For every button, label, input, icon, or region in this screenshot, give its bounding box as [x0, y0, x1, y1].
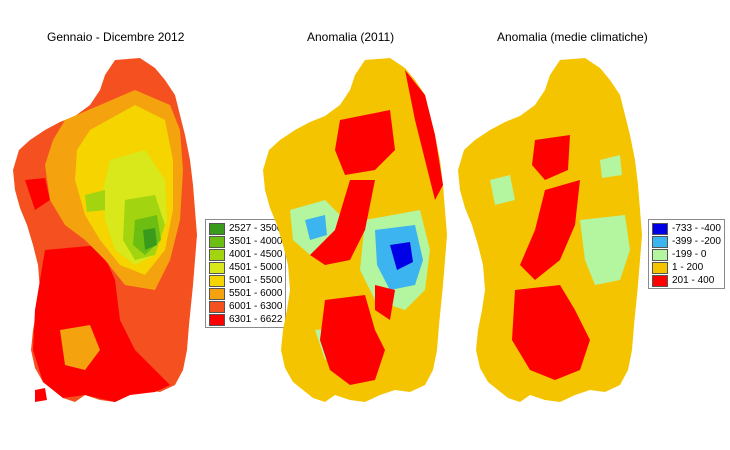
island-sw	[35, 388, 47, 402]
legend-anomaly: -733 - -400 -399 - -200 -199 - 0 1 - 200 201…	[648, 219, 725, 289]
legend-label: -733 - -400	[672, 223, 721, 234]
legend-item: 201 - 400	[652, 274, 721, 287]
legend-label: 5001 - 5500	[229, 275, 283, 286]
legend-swatch	[652, 261, 668, 274]
legend-label: 5501 - 6000	[229, 288, 283, 299]
legend-swatch	[652, 222, 668, 235]
legend-irradiance: 2527 - 3500 3501 - 4000 4001 - 4500 4501 - …	[205, 219, 287, 328]
legend-item: 2527 - 3500	[209, 222, 282, 235]
legend-swatch	[209, 300, 225, 313]
legend-label: 1 - 200	[672, 262, 704, 273]
legend-label: 3501 - 4000	[229, 236, 283, 247]
legend-label: 4501 - 5000	[229, 262, 283, 273]
map-irradiance-2012	[13, 58, 197, 402]
legend-item: 3501 - 4000	[209, 235, 282, 248]
legend-label: -199 - 0	[672, 249, 707, 260]
zone-minus199-0	[490, 155, 630, 285]
legend-item: -199 - 0	[652, 248, 721, 261]
zone-south-highlands	[60, 325, 100, 370]
legend-swatch	[209, 313, 225, 326]
legend-label: 201 - 400	[672, 275, 715, 286]
legend-swatch	[652, 235, 668, 248]
panel-title-3: Anomalia (medie climatiche)	[497, 30, 648, 44]
legend-label: -399 - -200	[672, 236, 721, 247]
map-anomaly-climatic	[458, 58, 642, 402]
legend-swatch	[209, 235, 225, 248]
legend-item: 5001 - 5500	[209, 274, 282, 287]
legend-label: 2527 - 3500	[229, 223, 283, 234]
legend-item: 4001 - 4500	[209, 248, 282, 261]
legend-item: -399 - -200	[652, 235, 721, 248]
legend-item: 5501 - 6000	[209, 287, 282, 300]
legend-swatch	[209, 248, 225, 261]
legend-swatch	[209, 287, 225, 300]
legend-swatch	[209, 261, 225, 274]
legend-item: 6301 - 6622	[209, 313, 282, 326]
zone-minus733-minus400	[390, 242, 413, 270]
legend-label: 6001 - 6300	[229, 301, 283, 312]
legend-item: -733 - -400	[652, 222, 721, 235]
legend-label: 4001 - 4500	[229, 249, 283, 260]
panel-title-2: Anomalia (2011)	[307, 30, 395, 44]
legend-swatch	[209, 222, 225, 235]
legend-item: 1 - 200	[652, 261, 721, 274]
legend-swatch	[652, 274, 668, 287]
legend-label: 6301 - 6622	[229, 314, 283, 325]
legend-item: 4501 - 5000	[209, 261, 282, 274]
zone-201-400	[512, 135, 590, 380]
legend-swatch	[209, 274, 225, 287]
legend-item: 6001 - 6300	[209, 300, 282, 313]
map-anomaly-2011	[263, 58, 447, 402]
legend-swatch	[652, 248, 668, 261]
zone-2527-3500	[143, 228, 157, 250]
panel-title-1: Gennaio - Dicembre 2012	[47, 30, 185, 44]
zone-201-400	[310, 70, 443, 385]
